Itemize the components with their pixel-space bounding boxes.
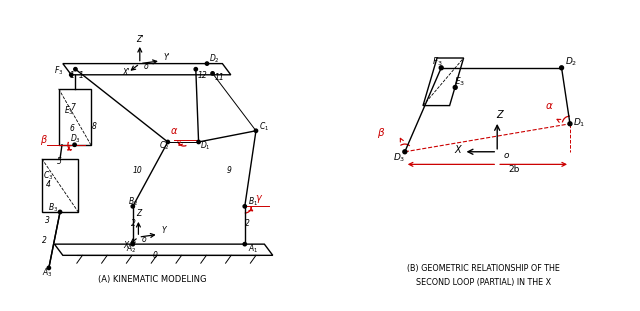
Text: $B_2$: $B_2$ (128, 195, 138, 208)
Text: o: o (503, 151, 509, 160)
Text: $B_1$: $B_1$ (248, 196, 258, 208)
Text: 2: 2 (42, 236, 47, 245)
Circle shape (439, 66, 443, 70)
Text: 9: 9 (227, 166, 232, 175)
Text: 1: 1 (78, 71, 83, 80)
Text: Z': Z' (136, 35, 143, 44)
Circle shape (70, 73, 73, 77)
Text: $A_1$: $A_1$ (248, 243, 259, 255)
Circle shape (568, 122, 572, 126)
Circle shape (58, 210, 61, 214)
Text: 3: 3 (45, 216, 51, 225)
Circle shape (166, 140, 170, 144)
Text: $F_3$: $F_3$ (54, 64, 63, 77)
Text: $B_3$: $B_3$ (48, 202, 58, 214)
Text: 1: 1 (69, 71, 74, 80)
Text: 2: 2 (245, 219, 250, 228)
Text: 2: 2 (131, 219, 136, 228)
Text: o: o (142, 235, 147, 244)
Text: $\alpha$: $\alpha$ (170, 126, 178, 137)
Circle shape (131, 205, 134, 208)
Text: $C_1$: $C_1$ (259, 121, 269, 133)
Text: $E_3$: $E_3$ (454, 75, 465, 87)
Text: 12: 12 (198, 71, 208, 80)
Circle shape (559, 66, 564, 70)
Circle shape (74, 67, 77, 71)
Text: 5: 5 (57, 157, 62, 166)
Text: Y: Y (161, 226, 166, 235)
Text: 7: 7 (70, 103, 75, 112)
Text: $D_1$: $D_1$ (573, 116, 586, 129)
Text: $F_3$: $F_3$ (432, 55, 443, 68)
Circle shape (243, 243, 246, 246)
Circle shape (194, 67, 198, 71)
Text: $\alpha$: $\alpha$ (545, 101, 554, 111)
Circle shape (73, 143, 76, 146)
Text: 4: 4 (46, 180, 51, 189)
Circle shape (254, 129, 258, 132)
Text: Y': Y' (164, 53, 170, 62)
Text: $A_2$: $A_2$ (126, 243, 137, 255)
Text: 8: 8 (92, 122, 97, 131)
Text: Z: Z (496, 109, 503, 120)
Text: Z: Z (136, 209, 141, 218)
Text: $D_2$: $D_2$ (209, 52, 220, 65)
Text: 2b: 2b (508, 165, 520, 174)
Circle shape (205, 62, 209, 65)
Text: $C_3$: $C_3$ (43, 169, 53, 182)
Text: 0: 0 (152, 251, 157, 260)
Text: $A_3$: $A_3$ (42, 267, 52, 279)
Text: (B) GEOMETRIC RELATIONSHIP OF THE: (B) GEOMETRIC RELATIONSHIP OF THE (407, 264, 559, 273)
Text: $E_3$: $E_3$ (64, 104, 74, 117)
Text: $\gamma$: $\gamma$ (255, 193, 264, 205)
Circle shape (131, 243, 134, 246)
Circle shape (47, 266, 51, 270)
Text: 11: 11 (214, 72, 224, 81)
Text: o': o' (143, 62, 150, 71)
Text: $D_3$: $D_3$ (70, 132, 81, 145)
Text: X: X (123, 241, 128, 250)
Circle shape (403, 150, 407, 154)
Circle shape (453, 86, 457, 89)
Text: $\beta$: $\beta$ (378, 126, 386, 140)
Text: X': X' (122, 68, 129, 77)
Text: (A) KINEMATIC MODELING: (A) KINEMATIC MODELING (98, 275, 207, 284)
Text: X: X (454, 145, 461, 155)
Text: $D_1$: $D_1$ (200, 140, 211, 152)
Text: $C_2$: $C_2$ (159, 140, 170, 152)
Text: $\beta$: $\beta$ (40, 133, 48, 147)
Circle shape (243, 205, 246, 208)
Text: $D_2$: $D_2$ (565, 56, 577, 68)
Text: SECOND LOOP (PARTIAL) IN THE X: SECOND LOOP (PARTIAL) IN THE X (415, 278, 551, 287)
Text: 6: 6 (70, 124, 75, 133)
Text: 10: 10 (133, 166, 143, 175)
Circle shape (211, 72, 214, 75)
Circle shape (197, 140, 200, 144)
Text: $D_3$: $D_3$ (393, 151, 406, 164)
